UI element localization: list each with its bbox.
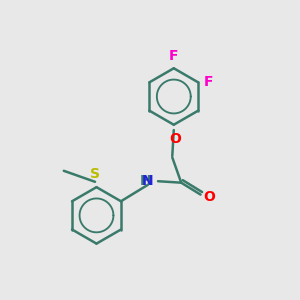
- Text: N: N: [142, 174, 154, 188]
- Text: F: F: [204, 75, 213, 89]
- Text: H: H: [140, 174, 152, 188]
- Text: O: O: [203, 190, 215, 204]
- Text: O: O: [169, 132, 181, 146]
- Text: S: S: [90, 167, 100, 181]
- Text: F: F: [169, 49, 178, 63]
